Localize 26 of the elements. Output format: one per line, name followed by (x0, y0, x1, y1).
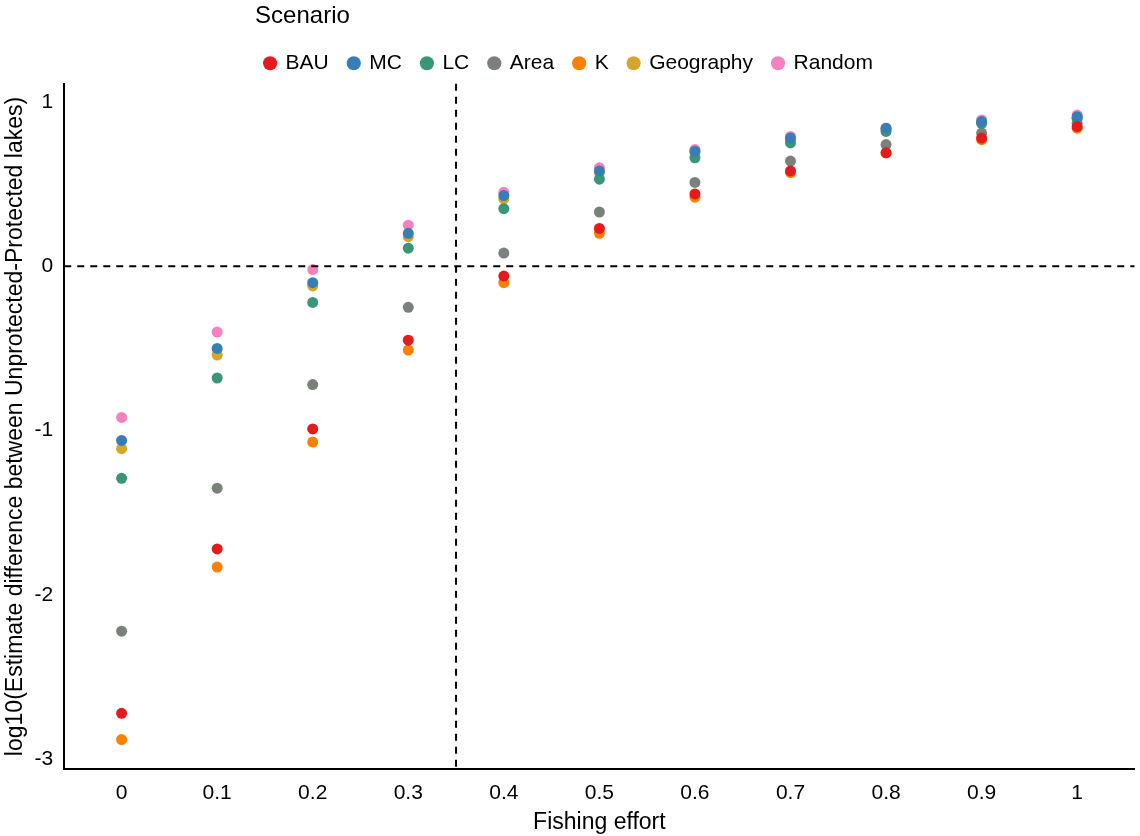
x-tick-label: 0.5 (584, 779, 614, 803)
legend-label: Area (509, 50, 555, 74)
legend-label: Random (793, 50, 873, 74)
y-tick-label: -2 (34, 581, 54, 605)
x-tick-label: 0 (115, 779, 128, 803)
x-tick-label: 0.7 (775, 779, 806, 803)
x-tick-label: 1 (1071, 779, 1084, 803)
legend-label: K (594, 50, 609, 74)
x-tick-label: 0.6 (680, 779, 710, 803)
x-tick-label: 0.9 (967, 779, 997, 803)
legend-label: MC (369, 50, 402, 74)
x-tick-label: 0.8 (871, 779, 901, 803)
y-axis-title: log10(Estimate difference between Unprotected-Protected lakes) (1, 96, 28, 757)
legend-label: LC (442, 50, 470, 74)
legend-label: BAU (285, 50, 329, 74)
y-tick-label: 0 (41, 253, 54, 277)
x-tick-label: 0.4 (489, 779, 519, 803)
x-tick-label: 0.2 (298, 779, 328, 803)
x-tick-label: 0.3 (393, 779, 423, 803)
y-tick-label: -1 (34, 417, 54, 441)
x-axis-title: Fishing effort (533, 807, 667, 834)
y-tick-label: -3 (34, 746, 54, 770)
y-tick-label: 1 (41, 88, 54, 112)
legend-label: Geography (649, 50, 754, 74)
legend-title: Scenario (255, 0, 350, 28)
x-tick-label: 0.1 (202, 779, 232, 803)
